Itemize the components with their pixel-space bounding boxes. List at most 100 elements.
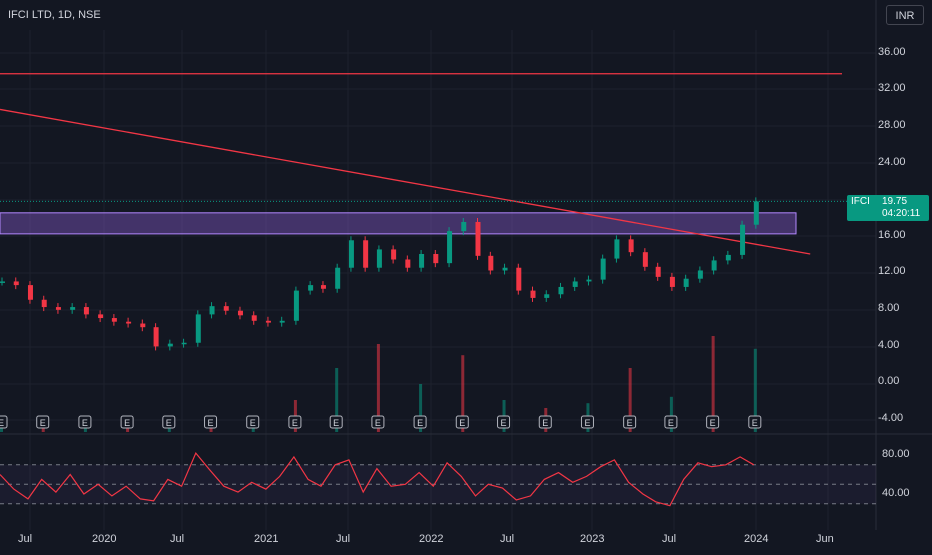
earnings-marker [748,415,762,429]
candle [293,290,299,321]
rsi-line [0,451,755,507]
price-tick-label: 16.00 [878,228,906,241]
support-zone [0,212,797,235]
time-tick-label: Jul [18,533,33,545]
candle [335,267,341,289]
candle [488,255,494,271]
badge-countdown: 04:20:11 [882,208,921,219]
earnings-label: E [501,418,507,428]
earnings-marker [0,415,8,429]
time-tick-label: 2022 [419,533,444,545]
candle [251,315,257,321]
earnings-label: E [542,418,548,428]
candle [126,321,132,324]
candle [348,240,354,268]
currency-button[interactable]: INR [886,5,924,25]
earnings-label: E [208,418,214,428]
volume-bar [628,368,632,432]
candle [181,342,187,345]
earnings-label: E [292,418,298,428]
candle [0,281,5,283]
rsi-tick-label: 80.00 [882,448,910,460]
candle [209,306,215,315]
earnings-label: E [668,418,674,428]
candle [419,254,425,268]
candle [558,286,564,295]
earnings-label: E [752,418,758,428]
time-tick-label: 2021 [254,533,279,545]
earnings-marker [538,415,552,429]
candle [433,254,439,264]
candle [98,314,104,319]
candle [13,281,19,286]
price-tick-label: 24.00 [878,155,906,168]
candle [697,270,703,279]
earnings-marker [120,415,134,429]
volume-bar [376,344,380,432]
candle [516,267,522,291]
candle [628,239,634,253]
price-tick-label: 4.00 [878,338,900,351]
time-tick-label: Jul [500,533,515,545]
time-tick-label: Jul [662,533,677,545]
time-tick-label: Jun [816,533,834,545]
time-tick-label: 2020 [92,533,117,545]
earnings-marker [204,415,218,429]
rsi-tick-label: 40.00 [882,487,910,499]
candle [167,343,173,347]
time-tick-label: 2023 [580,533,605,545]
candle [55,307,61,310]
earnings-marker [371,415,385,429]
candle [683,278,689,287]
volume-bar [461,355,465,432]
time-tick-label: Jul [170,533,185,545]
volume-bar [419,384,423,432]
earnings-label: E [124,418,130,428]
candle [572,281,578,287]
earnings-marker [706,415,720,429]
candle [725,254,731,261]
earnings-marker [329,415,343,429]
candle [83,307,89,315]
candle [475,221,481,256]
badge-symbol: IFCI [851,196,870,207]
candle [530,290,536,298]
earnings-label: E [375,418,381,428]
time-tick-label: 2024 [744,533,769,545]
candle [376,249,382,268]
earnings-label: E [82,418,88,428]
volume-bar [669,396,673,432]
candle [614,239,620,259]
candle [237,310,243,316]
candle [140,323,146,328]
earnings-marker [78,415,92,429]
candle [320,285,326,289]
earnings-label: E [459,418,465,428]
price-tick-label: 12.00 [878,265,906,278]
price-tick-label: 28.00 [878,118,906,131]
candle [223,306,229,311]
trend-line [0,108,811,255]
earnings-label: E [250,418,256,428]
candle [600,258,606,280]
volume-bar [753,348,757,432]
candle [363,240,369,268]
badge-price: 19.75 [882,196,908,207]
earnings-marker [623,415,637,429]
price-tick-label: -4.00 [878,411,904,424]
price-tick-label: 32.00 [878,82,906,95]
candle [461,221,467,232]
candle [655,266,661,277]
candle [586,279,592,282]
candle [308,285,314,291]
volume-bar [711,336,715,432]
candle [70,307,76,310]
time-tick-label: Jul [336,533,351,545]
earnings-marker [36,415,50,429]
candle [544,294,550,298]
candle [111,318,117,322]
price-tick-label: 8.00 [878,301,900,314]
earnings-marker [664,415,678,429]
candle [669,276,675,287]
